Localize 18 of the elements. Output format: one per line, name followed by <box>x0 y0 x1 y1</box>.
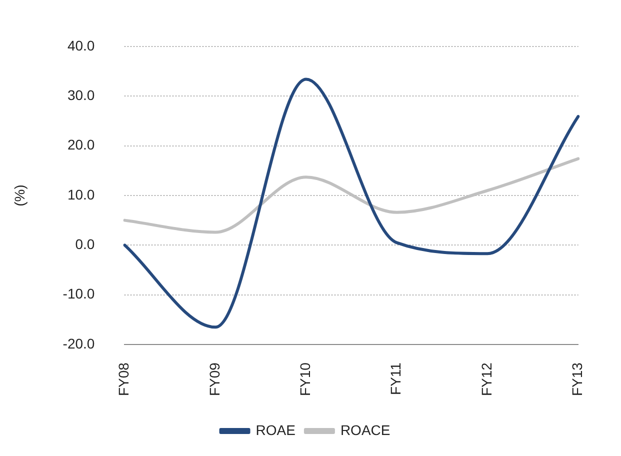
line-series <box>123 78 580 329</box>
x-tick-label: FY13 <box>569 362 586 396</box>
y-tick-label: 30.0 <box>67 86 95 103</box>
x-tick-label: FY09 <box>206 362 222 396</box>
x-tick-label: FY12 <box>478 362 494 396</box>
x-tick-label: FY08 <box>116 362 132 396</box>
y-axis-title: (%) <box>11 184 28 206</box>
y-tick-label: 10.0 <box>67 186 95 202</box>
legend-label: ROACE <box>340 422 390 438</box>
line-series <box>123 157 580 234</box>
y-tick-label: 20.0 <box>67 136 95 153</box>
y-tick-label: -10.0 <box>62 286 95 302</box>
y-tick-label: 0.0 <box>75 236 95 252</box>
legend-label: ROAE <box>256 422 296 438</box>
x-tick-label: FY10 <box>296 362 313 396</box>
x-tick-label: FY11 <box>388 362 404 395</box>
y-tick-label: -20.0 <box>62 335 95 352</box>
y-tick-label: 40.0 <box>67 37 95 54</box>
